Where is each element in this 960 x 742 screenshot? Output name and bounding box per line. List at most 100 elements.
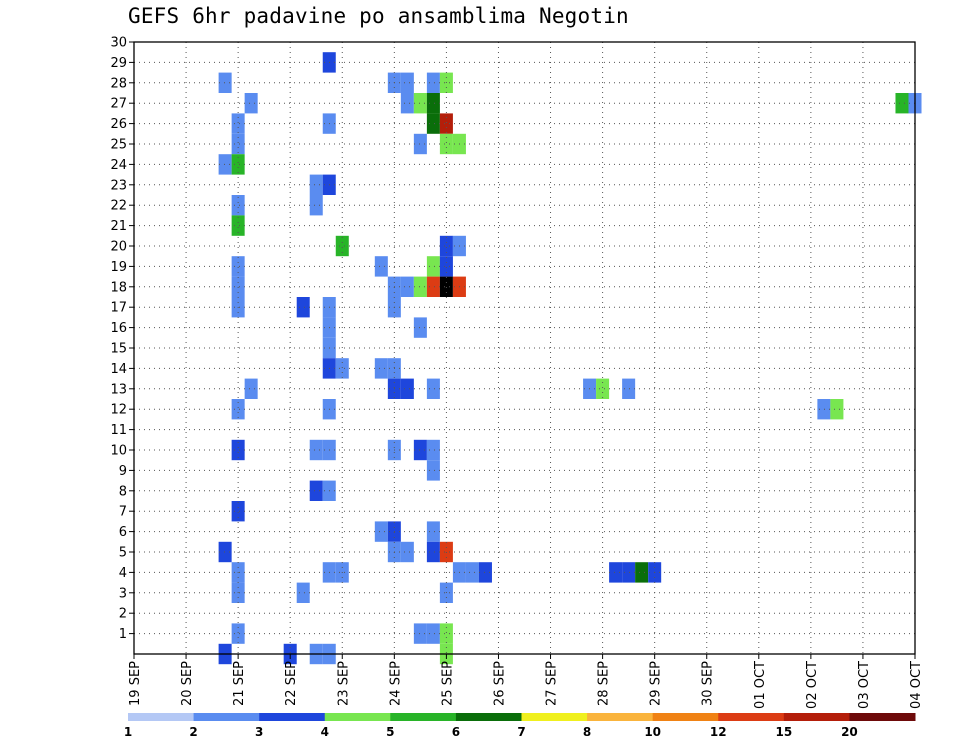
heatmap-cell [296, 297, 310, 318]
colorbar-swatch [849, 713, 916, 721]
colorbar-level-label: 7 [517, 725, 525, 739]
grid-lines-layer [134, 42, 915, 654]
x-tick-label: 20 SEP [180, 661, 195, 706]
heatmap-cell [231, 623, 245, 644]
x-tick-label: 19 SEP [128, 661, 143, 706]
x-tick-label: 30 SEP [701, 661, 716, 706]
y-tick-label: 10 [110, 444, 127, 459]
heatmap-cell [830, 399, 844, 420]
heatmap-cell [426, 276, 440, 297]
heatmap-cell [231, 256, 245, 277]
y-tick-label: 16 [110, 321, 127, 336]
heatmap-cell [400, 93, 414, 114]
heatmap-cell [400, 276, 414, 297]
y-tick-label: 22 [110, 199, 127, 214]
colorbar-level-label: 5 [386, 725, 394, 739]
y-tick-label: 14 [110, 362, 127, 377]
x-tick-label: 03 OCT [857, 661, 872, 709]
colorbar-swatch [128, 713, 195, 721]
y-tick-label: 15 [110, 342, 127, 357]
x-tick-label: 02 OCT [805, 661, 820, 709]
y-tick-label: 9 [119, 464, 127, 479]
heatmap-cell [426, 72, 440, 93]
x-tick-label: 23 SEP [336, 661, 351, 706]
heatmap-cell [413, 133, 427, 155]
colorbar-level-label: 12 [710, 725, 727, 739]
y-tick-label: 21 [110, 219, 127, 234]
heatmap-cell [231, 215, 245, 236]
heatmap-cell [374, 256, 388, 277]
y-tick-label: 26 [110, 117, 127, 132]
heatmap-cell [231, 501, 245, 522]
y-tick-label: 4 [119, 566, 127, 581]
y-tick-label: 8 [119, 484, 127, 499]
heatmap-cell [465, 562, 479, 583]
y-tick-label: 12 [110, 403, 127, 418]
heatmap-cell [231, 195, 245, 216]
heatmap-cells-layer [218, 52, 922, 665]
y-tick-label: 6 [119, 525, 127, 540]
heatmap-cell [439, 623, 453, 644]
x-tick-label: 22 SEP [284, 661, 299, 706]
x-tick-label: 25 SEP [440, 661, 455, 706]
heatmap-cell [400, 72, 414, 93]
heatmap-cell [609, 562, 623, 583]
y-tick-label: 18 [110, 280, 127, 295]
heatmap-cell [439, 256, 453, 277]
heatmap-cell [296, 582, 310, 603]
colorbar-swatch [652, 713, 719, 721]
heatmap-cell [400, 541, 414, 563]
heatmap-cell [413, 317, 427, 338]
y-tick-label: 23 [110, 178, 127, 193]
heatmap-cell [231, 399, 245, 420]
x-tick-label: 04 OCT [909, 661, 924, 709]
y-tick-label: 28 [110, 76, 127, 91]
heatmap-cell [426, 113, 440, 134]
y-tick-label: 7 [119, 505, 127, 520]
heatmap-cell [244, 378, 258, 399]
heatmap-cell [244, 93, 258, 114]
heatmap-cell [335, 358, 349, 379]
y-tick-label: 27 [110, 97, 127, 112]
colorbar-level-label: 2 [189, 725, 197, 739]
colorbar-swatch [324, 713, 391, 721]
heatmap-cell [635, 562, 649, 583]
heatmap-cell [231, 276, 245, 297]
colorbar-swatch [587, 713, 654, 721]
colorbar-swatch [455, 713, 522, 721]
heatmap-cell [817, 399, 831, 420]
heatmap-cell [413, 93, 427, 114]
heatmap-cell [309, 174, 323, 195]
x-tick-label: 01 OCT [753, 661, 768, 709]
y-tick-label: 11 [110, 423, 127, 438]
heatmap-cell [622, 378, 636, 399]
colorbar-swatch [193, 713, 260, 721]
heatmap-cell [413, 439, 427, 461]
heatmap-cell [478, 562, 492, 583]
y-tick-label: 1 [119, 627, 127, 642]
heatmap-cell [439, 276, 453, 297]
heatmap-cell [335, 235, 349, 257]
heatmap-cell [374, 521, 388, 542]
colorbar-level-label: 8 [583, 725, 591, 739]
colorbar-swatch [783, 713, 850, 721]
axes-layer: 1234567891011121314151617181920212223242… [110, 36, 924, 709]
colorbar-level-label: 3 [255, 725, 263, 739]
y-tick-label: 2 [119, 607, 127, 622]
heatmap-cell [309, 439, 323, 461]
y-tick-label: 3 [119, 586, 127, 601]
colorbar-swatch [521, 713, 588, 721]
y-tick-label: 20 [110, 240, 127, 255]
heatmap-cell [439, 133, 453, 155]
x-tick-label: 28 SEP [597, 661, 612, 706]
y-tick-label: 30 [110, 36, 127, 51]
heatmap-cell [426, 623, 440, 644]
colorbar-swatch [718, 713, 785, 721]
heatmap-cell [231, 439, 245, 461]
x-tick-label: 21 SEP [232, 661, 247, 706]
heatmap-cell [309, 195, 323, 216]
heatmap-cell [218, 541, 232, 563]
heatmap-cell [426, 378, 440, 399]
y-tick-label: 29 [110, 56, 127, 71]
